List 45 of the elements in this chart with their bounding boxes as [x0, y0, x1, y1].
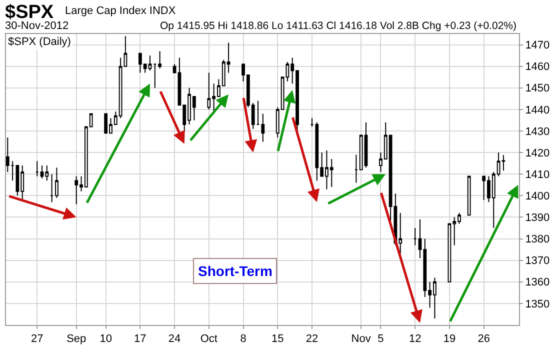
candlestick	[10, 160, 14, 182]
x-tick-label: 26	[478, 333, 490, 346]
candlestick	[413, 228, 417, 246]
candlestick	[158, 50, 162, 69]
x-tick-label: Oct	[200, 333, 218, 346]
candlestick	[261, 113, 265, 142]
y-tick-label: 1440	[525, 104, 550, 116]
y-tick-label: 1470	[525, 40, 550, 52]
y-tick-label: 1460	[525, 61, 550, 74]
text: $SPX (Daily)	[8, 36, 71, 48]
y-tick-label: 1350	[525, 298, 550, 310]
x-tick-label: 19	[443, 333, 456, 346]
y-tick-label: 1420	[525, 147, 550, 160]
y-tick-label: 1400	[525, 190, 550, 203]
candlestick	[153, 64, 157, 88]
candlestick	[55, 167, 58, 198]
x-tick-label: Nov	[351, 333, 372, 346]
y-tick-label: 1450	[525, 82, 550, 95]
x-tick-label: 12	[408, 333, 422, 346]
x-tick-label: 8	[240, 333, 246, 346]
candlestick	[467, 176, 471, 216]
x-tick-label: 10	[100, 333, 112, 346]
x-tick-label: 22	[306, 333, 318, 346]
y-tick-label: 1360	[525, 276, 550, 289]
y-tick-label: 1430	[525, 126, 550, 138]
x-tick-label: 24	[168, 333, 181, 346]
text: Op 1415.95 Hi 1418.86 Lo 1411.63 Cl 1416.18 Vol 2.8B Chg +0.23 (+0.02%)	[160, 20, 516, 32]
candlestick	[50, 174, 54, 203]
x-tick-label: 15	[272, 333, 284, 346]
candlestick	[35, 160, 39, 177]
x-tick-label: 5	[378, 333, 384, 346]
y-tick-label: 1410	[525, 168, 550, 181]
y-tick-label: 1380	[525, 234, 550, 246]
chart-subtitle: Large Cap Index INDX	[65, 5, 176, 17]
x-tick-label: 17	[134, 333, 146, 346]
y-tick-label: 1390	[525, 212, 550, 224]
candlestick	[256, 100, 260, 126]
candlestick	[310, 118, 314, 128]
annotation: Short-Term	[198, 263, 272, 279]
candlestick	[354, 154, 358, 184]
y-tick-label: 1370	[525, 255, 550, 268]
x-tick-label: 27	[30, 333, 44, 346]
x-tick-label: Sep	[66, 333, 86, 346]
text: 30-Nov-2012	[5, 20, 69, 32]
candlestick	[6, 136, 10, 172]
